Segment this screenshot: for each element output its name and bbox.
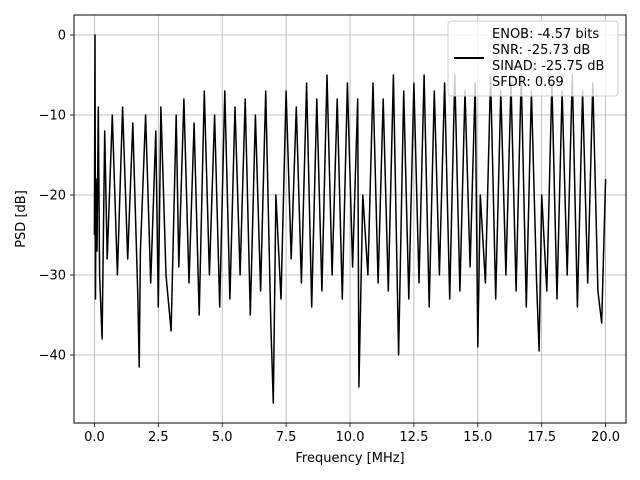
x-tick-label: 0.0 [84,430,105,445]
y-tick-label: −40 [39,349,66,364]
x-tick-label: 2.5 [148,430,169,445]
x-tick-label: 7.5 [276,430,297,445]
x-tick-label: 20.0 [591,430,620,445]
plot-area [93,34,607,404]
x-tick-label: 17.5 [527,430,556,445]
legend: ENOB: -4.57 bits SNR: -25.73 dB SINAD: -… [447,20,619,97]
x-tick-label: 15.0 [463,430,492,445]
psd-series-line [93,34,607,404]
y-axis-label: PSD [dB] [14,190,29,248]
y-tick-label: −10 [39,109,66,124]
y-tick-label: −20 [39,189,66,204]
legend-entry-snr: SNR: -25.73 dB [492,43,590,58]
x-axis-label: Frequency [MHz] [295,451,404,466]
y-tick-label: −30 [39,269,66,284]
ticks: 0.0 2.5 5.0 7.5 10.0 12.5 15.0 17.5 20.0 0 −10 −20 −… [39,29,620,446]
legend-entry-sinad: SINAD: -25.75 dB [492,59,604,74]
x-tick-label: 5.0 [212,430,233,445]
legend-entry-enob: ENOB: -4.57 bits [492,27,599,42]
x-tick-label: 10.0 [336,430,365,445]
legend-box [447,20,619,97]
x-tick-label: 12.5 [399,430,428,445]
legend-entry-sfdr: SFDR: 0.69 [492,75,564,90]
y-tick-label: 0 [58,29,66,44]
